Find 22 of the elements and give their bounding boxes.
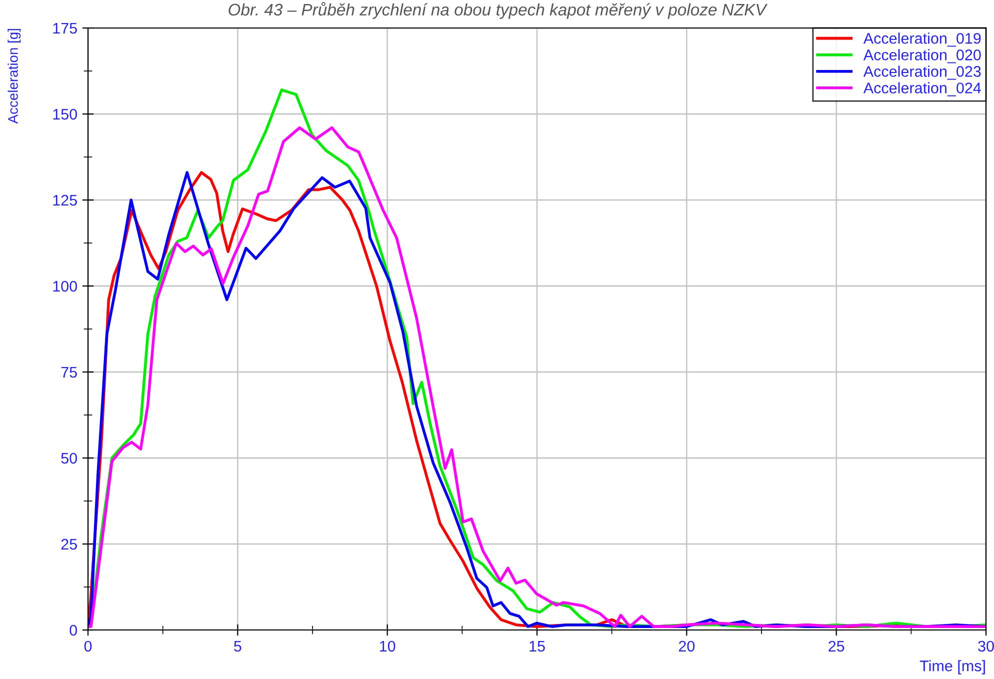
- x-tick-label: 10: [380, 640, 396, 652]
- y-tick-label: 125: [53, 194, 77, 206]
- y-tick-label: 0: [70, 624, 77, 636]
- x-tick-label: 15: [530, 640, 545, 652]
- y-tick-label: 100: [53, 280, 77, 292]
- y-axis-title: Acceleration [g]: [8, 28, 21, 124]
- chart-title: Obr. 43 – Průběh zrychlení na obou typech kapot měřený v poloze NZKV: [228, 2, 768, 19]
- legend-label: Acceleration_024: [863, 82, 981, 96]
- legend-label: Acceleration_020: [863, 49, 981, 64]
- y-tick-label: 25: [61, 538, 77, 550]
- y-tick-label: 75: [61, 367, 77, 378]
- x-tick-label: 30: [978, 640, 994, 652]
- y-tick-label: 175: [53, 23, 77, 34]
- x-tick-label: 20: [678, 640, 695, 652]
- x-tick-label: 25: [828, 640, 844, 652]
- x-tick-label: 5: [234, 640, 242, 652]
- legend-label: Acceleration_023: [863, 66, 981, 80]
- x-axis-title: Time [ms]: [920, 660, 985, 674]
- y-tick-label: 50: [61, 452, 77, 464]
- legend-label: Acceleration_019: [863, 32, 981, 47]
- x-tick-label: 0: [84, 640, 92, 652]
- y-tick-label: 150: [53, 108, 77, 120]
